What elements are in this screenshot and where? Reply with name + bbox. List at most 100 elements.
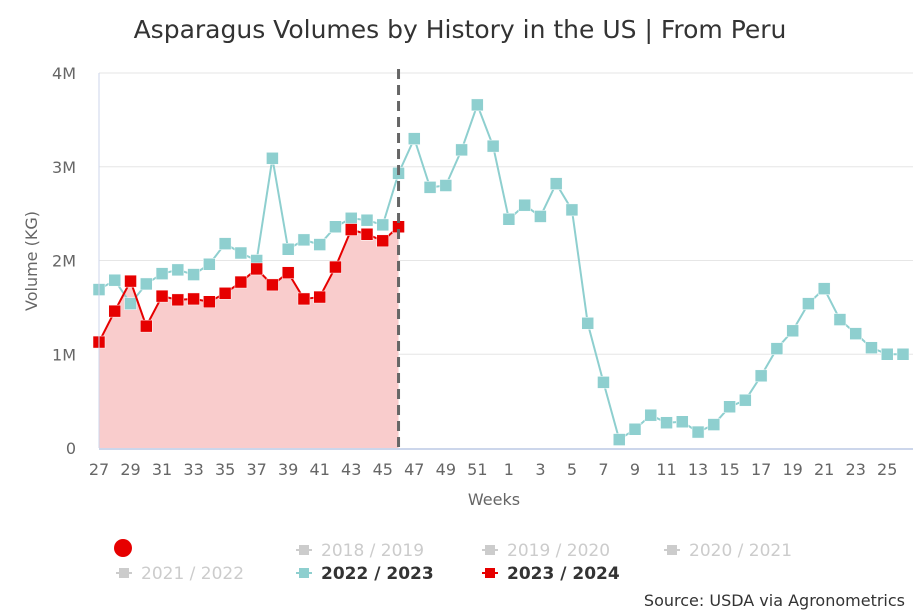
data-point[interactable] [376,234,390,248]
x-tick-label: 3 [535,460,545,479]
data-point[interactable] [565,203,579,217]
data-point[interactable] [329,220,342,233]
source-credit: Source: USDA via Agronometrics [644,591,905,610]
legend-marker-icon [667,545,677,555]
data-point[interactable] [707,418,721,431]
data-point[interactable] [817,282,831,295]
data-point[interactable] [250,262,263,276]
data-point[interactable] [408,132,421,145]
data-point[interactable] [502,213,516,226]
x-tick-label: 41 [310,460,330,479]
current-season-legend-dot[interactable] [114,539,132,557]
x-tick-label: 27 [89,460,109,479]
data-point[interactable] [344,212,358,225]
data-point[interactable] [628,423,642,436]
data-point[interactable] [833,313,847,326]
data-point[interactable] [581,317,594,330]
data-point[interactable] [486,139,500,153]
legend-marker-icon [485,568,495,578]
data-point[interactable] [218,287,232,300]
data-point[interactable] [124,274,137,288]
data-point[interactable] [218,237,232,250]
legend-item[interactable]: 2023 / 2024 [482,564,620,584]
data-point[interactable] [880,348,894,361]
data-point[interactable] [549,177,563,190]
data-point[interactable] [329,260,342,274]
x-tick-label: 45 [373,460,393,479]
data-point[interactable] [297,292,311,306]
legend-item[interactable]: 2021 / 2022 [116,564,244,584]
data-point[interactable] [203,295,216,308]
data-point[interactable] [676,415,689,428]
data-point[interactable] [471,98,484,112]
data-point[interactable] [739,393,752,407]
data-point[interactable] [281,243,295,256]
data-point[interactable] [171,263,185,277]
x-tick-label: 11 [656,460,676,479]
data-point[interactable] [187,292,200,306]
legend-label: 2019 / 2020 [507,541,610,561]
data-point[interactable] [171,293,185,307]
data-point[interactable] [234,246,248,260]
data-point[interactable] [612,433,626,446]
data-point[interactable] [597,376,610,389]
data-point[interactable] [344,223,358,236]
x-tick-label: 33 [183,460,203,479]
data-point[interactable] [281,266,295,279]
data-point[interactable] [140,277,153,291]
data-point[interactable] [455,143,468,157]
data-point[interactable] [297,233,311,247]
legend-item[interactable]: 2022 / 2023 [296,564,434,584]
data-point[interactable] [723,400,736,413]
data-point[interactable] [802,297,815,310]
data-point[interactable] [313,290,326,304]
data-point[interactable] [124,297,137,310]
data-point[interactable] [849,327,862,340]
data-point[interactable] [534,210,547,223]
legend-item[interactable]: 2018 / 2019 [296,541,424,561]
x-tick-label: 49 [436,460,456,479]
data-point[interactable] [770,342,784,355]
x-tick-label: 17 [751,460,771,479]
data-point[interactable] [155,289,169,303]
data-point[interactable] [266,278,279,292]
data-point[interactable] [140,319,153,333]
x-tick-label: 21 [814,460,834,479]
data-point[interactable] [754,369,768,383]
data-point[interactable] [439,179,453,192]
x-tick-label: 35 [215,460,235,479]
data-point[interactable] [660,416,673,429]
legend-label: 2021 / 2022 [141,564,244,584]
data-point[interactable] [786,324,799,338]
legend-label: 2018 / 2019 [321,541,424,561]
legend-label: 2020 / 2021 [689,541,792,561]
legend-item[interactable]: 2020 / 2021 [664,541,792,561]
x-tick-label: 23 [846,460,866,479]
data-point[interactable] [313,238,326,251]
data-point[interactable] [203,258,216,271]
data-point[interactable] [234,275,248,289]
data-point[interactable] [155,267,169,280]
data-point[interactable] [360,213,374,227]
data-point[interactable] [865,341,878,354]
legend-item[interactable]: 2019 / 2020 [482,541,610,561]
data-point[interactable] [423,181,437,194]
data-point[interactable] [108,273,122,287]
data-point[interactable] [360,228,374,241]
data-point[interactable] [266,152,279,165]
x-tick-label: 47 [404,460,424,479]
y-tick-label: 0 [66,439,76,458]
y-tick-label: 4M [52,64,76,83]
legend-marker-icon [299,545,309,555]
data-point[interactable] [644,408,658,422]
y-axis-label: Volume (KG) [22,211,41,311]
data-point[interactable] [187,268,200,281]
legend-marker-icon [299,568,309,578]
data-point[interactable] [691,425,705,439]
data-point[interactable] [108,304,122,318]
data-point[interactable] [896,348,910,361]
data-point[interactable] [376,218,390,232]
data-point[interactable] [518,198,531,212]
y-tick-label: 1M [52,345,76,364]
